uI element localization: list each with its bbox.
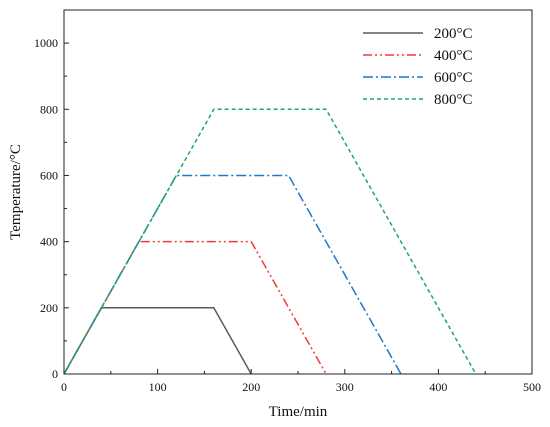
legend: 200°C 400°C 600°C 800°C — [363, 26, 473, 108]
x-tick-label: 300 — [336, 380, 354, 394]
x-tick-label: 500 — [523, 380, 541, 394]
series-line-1 — [63, 307, 252, 375]
y-tick-label: 800 — [40, 102, 58, 116]
y-tick-label: 200 — [40, 301, 58, 315]
legend-label-2: 400°C — [434, 48, 473, 64]
series-line-4 — [63, 108, 477, 375]
plot-frame — [63, 9, 533, 375]
x-axis-title: Time/min — [269, 404, 328, 420]
y-tick-label: 400 — [40, 235, 58, 249]
y-tick-label: 1000 — [34, 36, 58, 50]
x-tick-label: 100 — [149, 380, 167, 394]
legend-label-1: 200°C — [434, 26, 473, 42]
y-tick-label: 0 — [52, 367, 58, 381]
y-tick-label: 600 — [40, 168, 58, 182]
ticks-layer: 0 100 200 300 400 500 0 200 400 600 800 1000 — [34, 36, 541, 394]
series-line-3 — [63, 174, 402, 375]
y-axis-title: Temperature/°C — [8, 144, 24, 240]
x-tick-label: 400 — [429, 380, 447, 394]
x-tick-label: 200 — [242, 380, 260, 394]
x-tick-label: 0 — [61, 380, 67, 394]
axes-layer — [63, 9, 533, 375]
legend-label-3: 600°C — [434, 70, 473, 86]
legend-label-4: 800°C — [434, 92, 473, 108]
series-layer — [63, 108, 477, 375]
